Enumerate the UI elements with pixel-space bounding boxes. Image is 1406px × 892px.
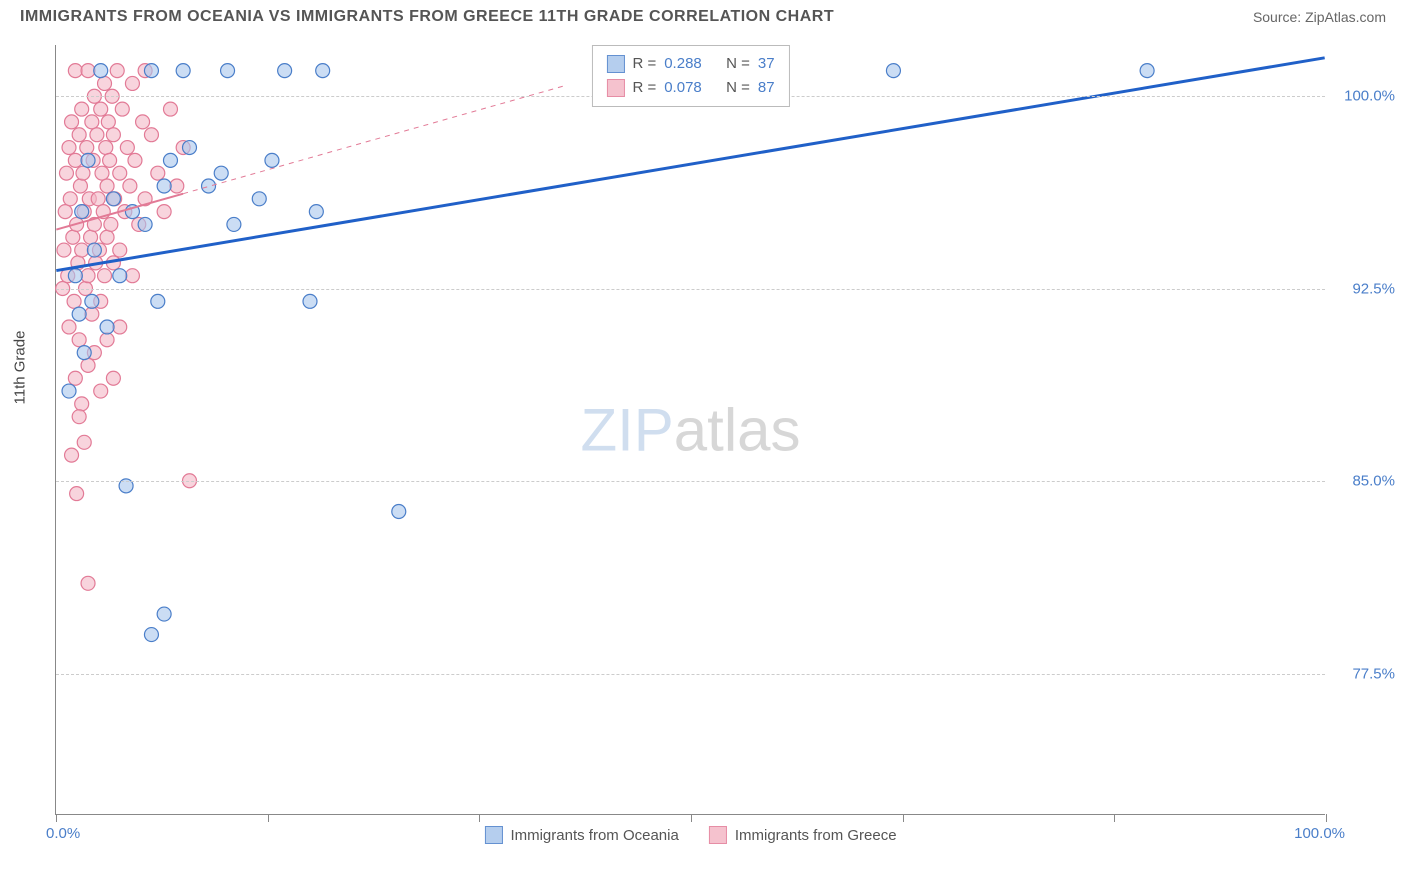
r-label: R =	[632, 76, 656, 100]
y-tick-label: 92.5%	[1352, 280, 1395, 297]
n-value-greece: 87	[758, 76, 775, 100]
x-tick	[479, 814, 480, 822]
n-label: N =	[726, 76, 750, 100]
source-label: Source: ZipAtlas.com	[1253, 9, 1386, 25]
swatch-greece	[606, 79, 624, 97]
x-tick	[903, 814, 904, 822]
correlation-legend: R = 0.288 N = 37 R = 0.078 N = 87	[591, 45, 789, 107]
r-label: R =	[632, 52, 656, 76]
swatch-oceania	[606, 55, 624, 73]
swatch-greece-bottom	[709, 826, 727, 844]
swatch-oceania-bottom	[484, 826, 502, 844]
legend-row-oceania: R = 0.288 N = 37	[606, 52, 774, 76]
gridline	[56, 674, 1325, 675]
n-label: N =	[726, 52, 750, 76]
chart-plot-area: ZIPatlas R = 0.288 N = 37 R = 0.078 N = …	[55, 45, 1325, 815]
x-tick	[56, 814, 57, 822]
legend-row-greece: R = 0.078 N = 87	[606, 76, 774, 100]
scatter-plot-svg	[56, 45, 1325, 814]
legend-item-oceania: Immigrants from Oceania	[484, 826, 678, 844]
chart-title: IMMIGRANTS FROM OCEANIA VS IMMIGRANTS FR…	[20, 8, 834, 26]
n-value-oceania: 37	[758, 52, 775, 76]
gridline	[56, 289, 1325, 290]
series-legend: Immigrants from Oceania Immigrants from …	[484, 826, 896, 844]
r-value-oceania: 0.288	[664, 52, 702, 76]
legend-label-greece: Immigrants from Greece	[735, 827, 897, 844]
y-axis-title: 11th Grade	[12, 331, 29, 405]
y-tick-label: 85.0%	[1352, 473, 1395, 490]
x-tick	[1114, 814, 1115, 822]
x-tick	[1326, 814, 1327, 822]
legend-label-oceania: Immigrants from Oceania	[510, 827, 678, 844]
x-tick	[691, 814, 692, 822]
y-tick-label: 100.0%	[1344, 88, 1395, 105]
y-tick-label: 77.5%	[1352, 665, 1395, 682]
legend-item-greece: Immigrants from Greece	[709, 826, 897, 844]
chart-header: IMMIGRANTS FROM OCEANIA VS IMMIGRANTS FR…	[0, 0, 1406, 30]
x-tick	[268, 814, 269, 822]
x-axis-max-label: 100.0%	[1294, 825, 1345, 842]
gridline	[56, 481, 1325, 482]
x-axis-min-label: 0.0%	[46, 825, 80, 842]
r-value-greece: 0.078	[664, 76, 702, 100]
